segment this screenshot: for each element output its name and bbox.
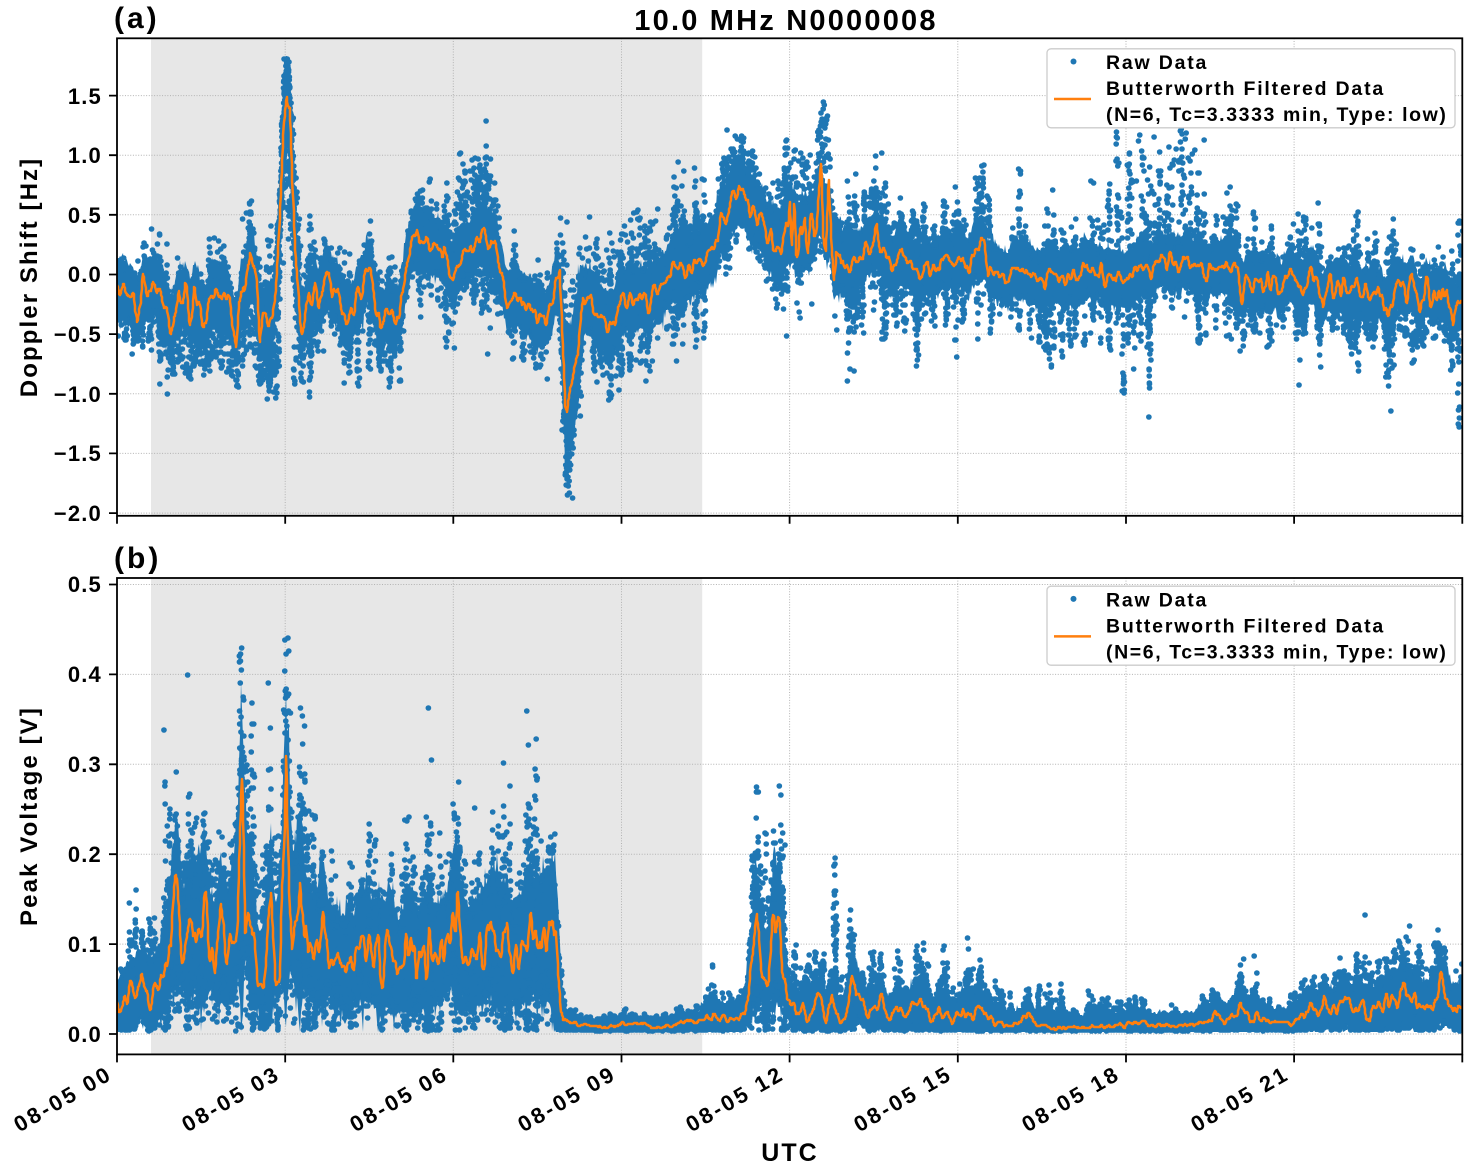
svg-text:1.5: 1.5 — [68, 84, 102, 109]
svg-text:Doppler Shift [Hz]: Doppler Shift [Hz] — [16, 157, 43, 397]
svg-text:08-05 00: 08-05 00 — [9, 1061, 116, 1137]
svg-text:08-05 06: 08-05 06 — [345, 1061, 452, 1137]
svg-text:08-05 09: 08-05 09 — [513, 1061, 620, 1137]
svg-text:08-05 21: 08-05 21 — [1186, 1061, 1293, 1137]
svg-text:UTC: UTC — [761, 1139, 818, 1167]
svg-text:(a): (a) — [114, 2, 160, 35]
svg-text:Raw Data: Raw Data — [1106, 589, 1208, 611]
svg-text:Butterworth Filtered Data: Butterworth Filtered Data — [1106, 78, 1385, 100]
svg-text:1.0: 1.0 — [68, 143, 102, 168]
svg-text:08-05 18: 08-05 18 — [1017, 1061, 1124, 1137]
svg-text:0.0: 0.0 — [68, 1022, 102, 1047]
svg-text:−1.0: −1.0 — [54, 382, 102, 407]
svg-text:(N=6, Tc=3.3333 min, Type: low: (N=6, Tc=3.3333 min, Type: low) — [1106, 641, 1447, 663]
svg-text:08-05 03: 08-05 03 — [177, 1061, 284, 1137]
svg-text:0.5: 0.5 — [68, 203, 102, 228]
svg-text:Raw Data: Raw Data — [1106, 52, 1208, 74]
svg-text:(b): (b) — [114, 542, 161, 575]
svg-text:(N=6, Tc=3.3333 min, Type: low: (N=6, Tc=3.3333 min, Type: low) — [1106, 104, 1447, 126]
svg-text:−1.5: −1.5 — [54, 441, 102, 466]
svg-text:−2.0: −2.0 — [54, 501, 102, 526]
svg-text:Butterworth Filtered Data: Butterworth Filtered Data — [1106, 615, 1385, 637]
svg-text:0.0: 0.0 — [68, 262, 102, 287]
svg-text:08-05 15: 08-05 15 — [849, 1061, 956, 1137]
svg-text:0.4: 0.4 — [68, 662, 102, 687]
svg-text:−0.5: −0.5 — [54, 322, 102, 347]
svg-text:10.0 MHz N0000008: 10.0 MHz N0000008 — [634, 5, 937, 37]
svg-text:Peak Voltage [V]: Peak Voltage [V] — [16, 706, 43, 926]
svg-text:0.5: 0.5 — [68, 572, 102, 597]
svg-text:08-05 12: 08-05 12 — [681, 1061, 788, 1137]
svg-text:0.1: 0.1 — [68, 932, 102, 957]
svg-text:0.2: 0.2 — [68, 842, 102, 867]
svg-text:0.3: 0.3 — [68, 752, 102, 777]
